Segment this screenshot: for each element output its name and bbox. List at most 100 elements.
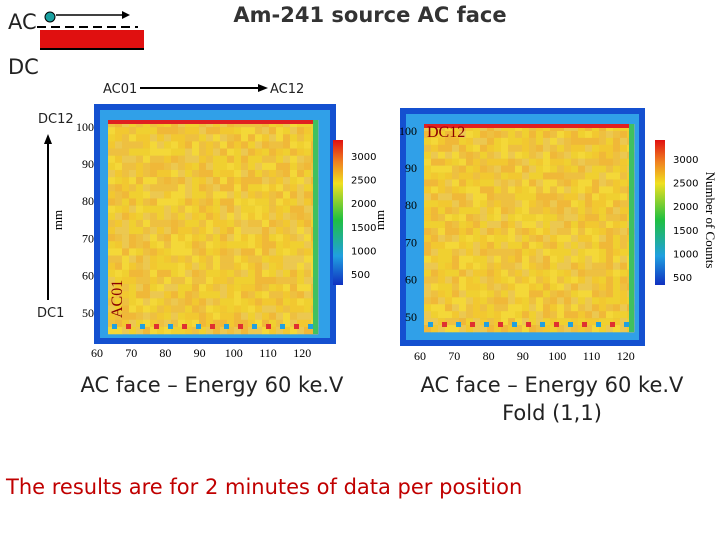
- map-cell: [424, 200, 432, 208]
- map-cell: [185, 205, 193, 214]
- map-cell: [613, 248, 621, 257]
- map-cell: [143, 169, 151, 178]
- map-cell: [536, 290, 544, 298]
- map-cell: [459, 186, 467, 194]
- map-cell: [438, 290, 446, 298]
- map-cell: [115, 234, 123, 242]
- map-cell: [452, 214, 460, 222]
- map-cell: [227, 134, 235, 142]
- map-cell: [501, 221, 509, 229]
- map-cell: [494, 151, 502, 159]
- map-cell: [129, 134, 137, 142]
- map-cell: [136, 255, 144, 263]
- map-cell: [171, 184, 179, 192]
- map-cell: [613, 200, 621, 208]
- map-cell: [234, 319, 242, 328]
- map-cell: [480, 165, 488, 173]
- map-cell: [613, 137, 621, 146]
- map-cell: [290, 269, 298, 278]
- map-cell: [529, 276, 537, 284]
- map-cell: [136, 319, 144, 328]
- edge-dot: [126, 324, 131, 329]
- map-cell: [578, 234, 586, 243]
- map-cell: [164, 162, 172, 171]
- map-cell: [171, 177, 179, 185]
- map-cell: [557, 193, 565, 201]
- map-cell: [564, 179, 572, 187]
- map-cell: [466, 283, 474, 291]
- map-cell: [150, 262, 158, 271]
- map-cell: [522, 269, 530, 277]
- map-cell: [494, 248, 502, 257]
- map-cell: [129, 312, 137, 321]
- map-cell: [592, 325, 600, 333]
- map-cell: [571, 228, 579, 236]
- map-cell: [164, 269, 172, 278]
- map-cell: [150, 269, 158, 278]
- map-cell: [536, 221, 544, 229]
- map-cell: [262, 184, 270, 192]
- x-tick-label: 120: [617, 349, 635, 363]
- map-cell: [241, 148, 249, 156]
- map-cell: [613, 269, 621, 277]
- map-cell: [185, 191, 193, 199]
- map-cell: [438, 241, 446, 250]
- map-cell: [536, 158, 544, 166]
- map-cell: [129, 305, 137, 313]
- map-cell: [220, 255, 228, 263]
- colorbar-tick-label: 1500: [673, 226, 698, 237]
- map-cell: [157, 298, 165, 306]
- map-cell: [241, 127, 249, 135]
- map-cell: [585, 214, 593, 222]
- map-cell: [220, 262, 228, 271]
- map-cell: [592, 241, 600, 250]
- map-cell: [178, 155, 186, 164]
- map-cell: [136, 298, 144, 306]
- map-cell: [220, 169, 228, 178]
- map-cell: [199, 141, 207, 149]
- map-cell: [213, 184, 221, 192]
- map-cell: [248, 312, 256, 321]
- map-cell: [283, 198, 291, 206]
- map-cell: [115, 148, 123, 156]
- edge-dot: [540, 322, 545, 327]
- map-cell: [487, 221, 495, 229]
- map-cell: [452, 228, 460, 236]
- map-cell: [438, 207, 446, 215]
- map-cell: [276, 255, 284, 263]
- map-cell: [164, 169, 172, 178]
- map-cell: [129, 227, 137, 235]
- map-cell: [262, 212, 270, 221]
- map-cell: [171, 227, 179, 235]
- map-cell: [227, 227, 235, 235]
- map-cell: [115, 255, 123, 263]
- map-cell: [585, 262, 593, 270]
- map-cell: [459, 255, 467, 263]
- map-cell: [199, 169, 207, 178]
- map-cell: [297, 269, 305, 278]
- map-cell: [522, 165, 530, 173]
- map-cell: [150, 177, 158, 185]
- x-tick-label: 70: [448, 349, 460, 363]
- map-cell: [234, 155, 242, 164]
- map-cell: [431, 290, 439, 298]
- map-cell: [297, 262, 305, 271]
- map-cell: [213, 312, 221, 321]
- map-cell: [592, 276, 600, 284]
- map-cell: [164, 198, 172, 206]
- map-cell: [501, 290, 509, 298]
- map-cell: [150, 291, 158, 299]
- y-tick-label: 60: [405, 273, 417, 287]
- map-cell: [571, 193, 579, 201]
- map-cell: [599, 318, 607, 326]
- map-cell: [494, 290, 502, 298]
- map-cell: [164, 291, 172, 299]
- map-cell: [192, 205, 200, 214]
- map-cell: [269, 284, 277, 292]
- map-cell: [248, 262, 256, 271]
- map-cell: [206, 198, 214, 206]
- colorbar-tick-label: 2500: [673, 179, 698, 190]
- map-cell: [522, 234, 530, 243]
- map-cell: [529, 158, 537, 166]
- map-cell: [199, 134, 207, 142]
